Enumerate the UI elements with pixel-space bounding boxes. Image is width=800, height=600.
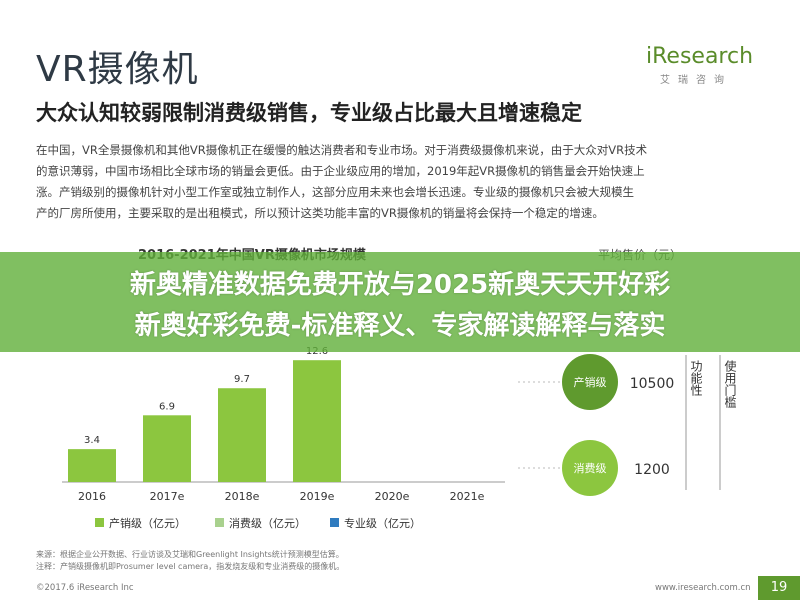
usage-threshold-label: 使用门槛 bbox=[723, 359, 737, 409]
ticks-layer: 2016 2017e 2018e 2019e 2020e 2021e bbox=[78, 490, 485, 503]
legend-swatch bbox=[215, 518, 224, 527]
prosumer-circle-label: 产销级 bbox=[574, 375, 607, 389]
body-line: 产的厂房所使用，主要采取的是出租模式，所以预计这类功能丰富的VR摄像机的销量将会… bbox=[36, 206, 604, 220]
logo-wordmark: iResearch bbox=[646, 44, 754, 69]
legend-swatch bbox=[95, 518, 104, 527]
x-tick-label: 2020e bbox=[375, 490, 410, 503]
overlay-banner: 新奥精准数据免费开放与2025新奥天天开好彩 新奥好彩免费-标准释义、专家解读解… bbox=[0, 252, 800, 352]
website: www.iresearch.com.cn bbox=[655, 583, 751, 593]
legend-swatch bbox=[330, 518, 339, 527]
legend-label: 消费级（亿元） bbox=[229, 516, 306, 530]
body-text: 在中国，VR全景摄像机和其他VR摄像机正在缓慢的触达消费者和专业市场。对于消费级… bbox=[36, 140, 766, 224]
body-line: 涨。产销级别的摄像机针对小型工作室或独立制作人，这部分应用未来也会增长迅速。专业… bbox=[36, 185, 634, 199]
data-label: 6.9 bbox=[159, 401, 175, 412]
data-label: 3.4 bbox=[84, 435, 100, 446]
source-notes: 来源：根据企业公开数据、行业访谈及艾瑞和Greenlight Insights统… bbox=[36, 549, 344, 573]
bar-prosumer bbox=[218, 388, 266, 482]
prosumer-circle bbox=[562, 354, 618, 410]
slide-subtitle: 大众认知较弱限制消费级销售，专业级占比最大且增速稳定 bbox=[36, 101, 582, 125]
x-tick-label: 2021e bbox=[450, 490, 485, 503]
body-line: 的意识薄弱，中国市场相比全球市场的销量会更低。由于企业级应用的增加，2019年起… bbox=[36, 164, 645, 178]
banner-line: 新奥精准数据免费开放与2025新奥天天开好彩 bbox=[129, 270, 671, 300]
bar-prosumer bbox=[143, 415, 191, 482]
note-line: 注释：产销级摄像机即Prosumer level camera，指发烧友级和专业… bbox=[36, 562, 345, 571]
slide-title: VR摄像机 bbox=[36, 49, 199, 90]
logo-chinese: 艾瑞咨询 bbox=[660, 75, 732, 86]
legend-label: 专业级（亿元） bbox=[344, 516, 421, 530]
bar-prosumer bbox=[68, 449, 116, 482]
consumer-price: 1200 bbox=[634, 462, 670, 478]
x-tick-label: 2016 bbox=[78, 490, 106, 503]
banner-line: 新奥好彩免费-标准释义、专家解读解释与落实 bbox=[134, 311, 666, 341]
x-tick-label: 2019e bbox=[300, 490, 335, 503]
x-tick-label: 2017e bbox=[150, 490, 185, 503]
functionality-label: 功能性 bbox=[689, 360, 703, 397]
x-tick-label: 2018e bbox=[225, 490, 260, 503]
consumer-circle bbox=[562, 440, 618, 496]
labels-layer: 3.46.99.712.6 bbox=[84, 346, 328, 446]
bar-prosumer bbox=[293, 360, 341, 482]
data-label: 9.7 bbox=[234, 374, 250, 385]
source-line: 来源：根据企业公开数据、行业访谈及艾瑞和Greenlight Insights统… bbox=[36, 550, 344, 559]
page-number: 19 bbox=[758, 576, 800, 600]
legend-label: 产销级（亿元） bbox=[109, 516, 186, 530]
iresearch-logo: iResearch 艾瑞咨询 bbox=[646, 44, 756, 88]
legend-layer: 产销级（亿元） 消费级（亿元） 专业级（亿元） bbox=[95, 516, 421, 530]
body-line: 在中国，VR全景摄像机和其他VR摄像机正在缓慢的触达消费者和专业市场。对于消费级… bbox=[36, 143, 648, 157]
prosumer-price: 10500 bbox=[630, 376, 675, 392]
bars-layer bbox=[68, 360, 341, 482]
consumer-circle-label: 消费级 bbox=[574, 461, 607, 475]
copyright: ©2017.6 iResearch Inc bbox=[36, 583, 134, 593]
